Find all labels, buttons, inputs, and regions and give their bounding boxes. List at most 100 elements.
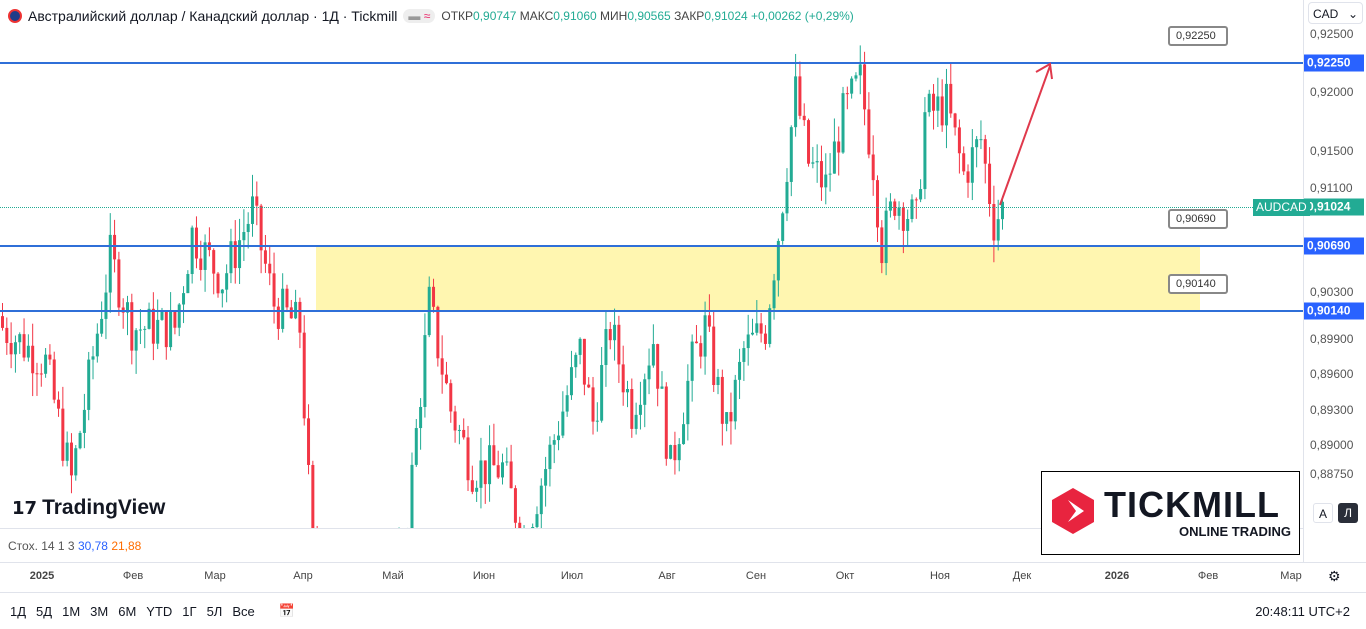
candle bbox=[311, 460, 315, 528]
time-tick-label: Окт bbox=[835, 570, 855, 582]
price-tick-label: 0,92000 bbox=[1310, 85, 1354, 100]
tickmill-wordmark: TICKMILL bbox=[1104, 484, 1280, 525]
candle bbox=[630, 378, 634, 438]
candle bbox=[5, 317, 9, 355]
candle bbox=[121, 298, 125, 329]
candle bbox=[591, 376, 595, 435]
candle bbox=[31, 323, 35, 397]
candle bbox=[936, 77, 940, 128]
time-tick-label: Мар bbox=[1280, 570, 1302, 582]
candle bbox=[578, 337, 582, 365]
candle bbox=[897, 201, 901, 230]
data-mode-badge[interactable]: ▬ ≈ bbox=[403, 9, 436, 23]
candle bbox=[802, 103, 806, 126]
horizontal-level-line[interactable] bbox=[0, 245, 1303, 248]
price-scale[interactable]: 0,92500 0,92000 0,91500 0,91100 0,90300 0,899… bbox=[1303, 0, 1366, 562]
last-price-line bbox=[0, 207, 1303, 209]
candle bbox=[707, 294, 711, 332]
auto-scale-button[interactable]: A bbox=[1313, 503, 1333, 523]
candle bbox=[57, 391, 61, 417]
time-axis[interactable]: 2025 Фев Мар Апр Май Июн Июл Авг Сен Окт Ноя Дек 202… bbox=[0, 562, 1366, 590]
price-tick-label: 0,90300 bbox=[1310, 285, 1354, 300]
candle bbox=[479, 437, 483, 509]
candle bbox=[126, 295, 129, 336]
candle bbox=[169, 292, 173, 351]
price-tick-label: 0,92500 bbox=[1310, 26, 1354, 41]
candle bbox=[414, 419, 418, 467]
candle bbox=[285, 284, 289, 313]
candle bbox=[164, 311, 168, 360]
candle bbox=[251, 174, 254, 237]
price-tick-label: 0,91500 bbox=[1310, 144, 1354, 159]
candle bbox=[643, 373, 647, 428]
range-button[interactable]: 1Д bbox=[10, 603, 27, 619]
currency-select[interactable]: CAD ⌄ bbox=[1308, 2, 1363, 24]
candle bbox=[557, 421, 561, 451]
level-callout[interactable]: 0,90140 bbox=[1168, 273, 1228, 294]
support-zone bbox=[316, 246, 1200, 311]
candle bbox=[923, 97, 927, 200]
tradingview-logo[interactable]: 𝟭𝟳 TradingView bbox=[12, 496, 166, 519]
candle bbox=[13, 335, 17, 373]
candle bbox=[569, 350, 573, 400]
candle bbox=[432, 278, 436, 313]
candle bbox=[186, 270, 190, 294]
range-button[interactable]: 3М bbox=[90, 603, 109, 619]
candle bbox=[539, 478, 543, 528]
forecast-arrow bbox=[999, 62, 1053, 206]
range-button[interactable]: 5Д bbox=[36, 603, 53, 619]
candle bbox=[755, 300, 759, 336]
range-button[interactable]: Все bbox=[232, 603, 255, 619]
price-tick-label: 0,89900 bbox=[1310, 332, 1354, 347]
clock[interactable]: 20:48:11 UTC+2 bbox=[1255, 603, 1350, 619]
symbol-title[interactable]: Австралийский доллар / Канадский доллар … bbox=[28, 8, 398, 24]
candle bbox=[712, 310, 716, 392]
candle bbox=[720, 369, 724, 446]
candle bbox=[798, 61, 802, 120]
date-range-icon[interactable]: 📅 bbox=[278, 603, 295, 618]
settings-icon[interactable]: ⚙ bbox=[1328, 568, 1341, 584]
candle bbox=[940, 79, 944, 132]
candle bbox=[656, 343, 660, 407]
candle bbox=[87, 351, 91, 421]
candle bbox=[975, 136, 979, 168]
candle bbox=[410, 452, 414, 528]
candle bbox=[893, 198, 897, 221]
candle bbox=[143, 325, 147, 349]
candle bbox=[733, 374, 737, 430]
range-button[interactable]: 1Г bbox=[182, 603, 197, 619]
pane-divider[interactable] bbox=[0, 528, 1303, 529]
time-tick-label: Авг bbox=[658, 570, 676, 582]
price-chart[interactable]: 0,92250 0,90690 0,90140 Австралийский долл… bbox=[0, 0, 1303, 562]
symbol-tag: AUDCAD bbox=[1253, 199, 1310, 217]
candle bbox=[147, 302, 151, 330]
candle bbox=[604, 310, 608, 387]
candle bbox=[436, 305, 440, 367]
range-button[interactable]: 6М bbox=[118, 603, 137, 619]
chart-legend: Австралийский доллар / Канадский доллар … bbox=[8, 8, 854, 24]
range-button[interactable]: YTD bbox=[146, 603, 173, 619]
tickmill-mark-icon bbox=[1052, 488, 1094, 534]
candle bbox=[100, 301, 104, 337]
candle bbox=[177, 302, 181, 337]
candle bbox=[561, 391, 565, 439]
candle bbox=[794, 53, 798, 137]
candle bbox=[669, 444, 673, 460]
candle bbox=[194, 216, 198, 269]
candle bbox=[483, 460, 487, 504]
level-callout[interactable]: 0,90690 bbox=[1168, 209, 1228, 230]
time-tick-label: Июн bbox=[472, 570, 496, 582]
horizontal-level-line[interactable] bbox=[0, 309, 1303, 312]
candle bbox=[677, 438, 681, 472]
log-scale-button[interactable]: Л bbox=[1338, 503, 1358, 523]
candle bbox=[962, 146, 966, 176]
candle bbox=[634, 402, 638, 435]
candle bbox=[457, 424, 461, 445]
horizontal-level-line[interactable] bbox=[0, 62, 1303, 64]
level-callout[interactable]: 0,92250 bbox=[1168, 26, 1228, 46]
range-button[interactable]: 5Л bbox=[206, 603, 223, 619]
price-tick-label: 0,89000 bbox=[1310, 437, 1354, 452]
candle bbox=[682, 412, 686, 445]
candle bbox=[811, 146, 815, 169]
range-button[interactable]: 1М bbox=[62, 603, 81, 619]
